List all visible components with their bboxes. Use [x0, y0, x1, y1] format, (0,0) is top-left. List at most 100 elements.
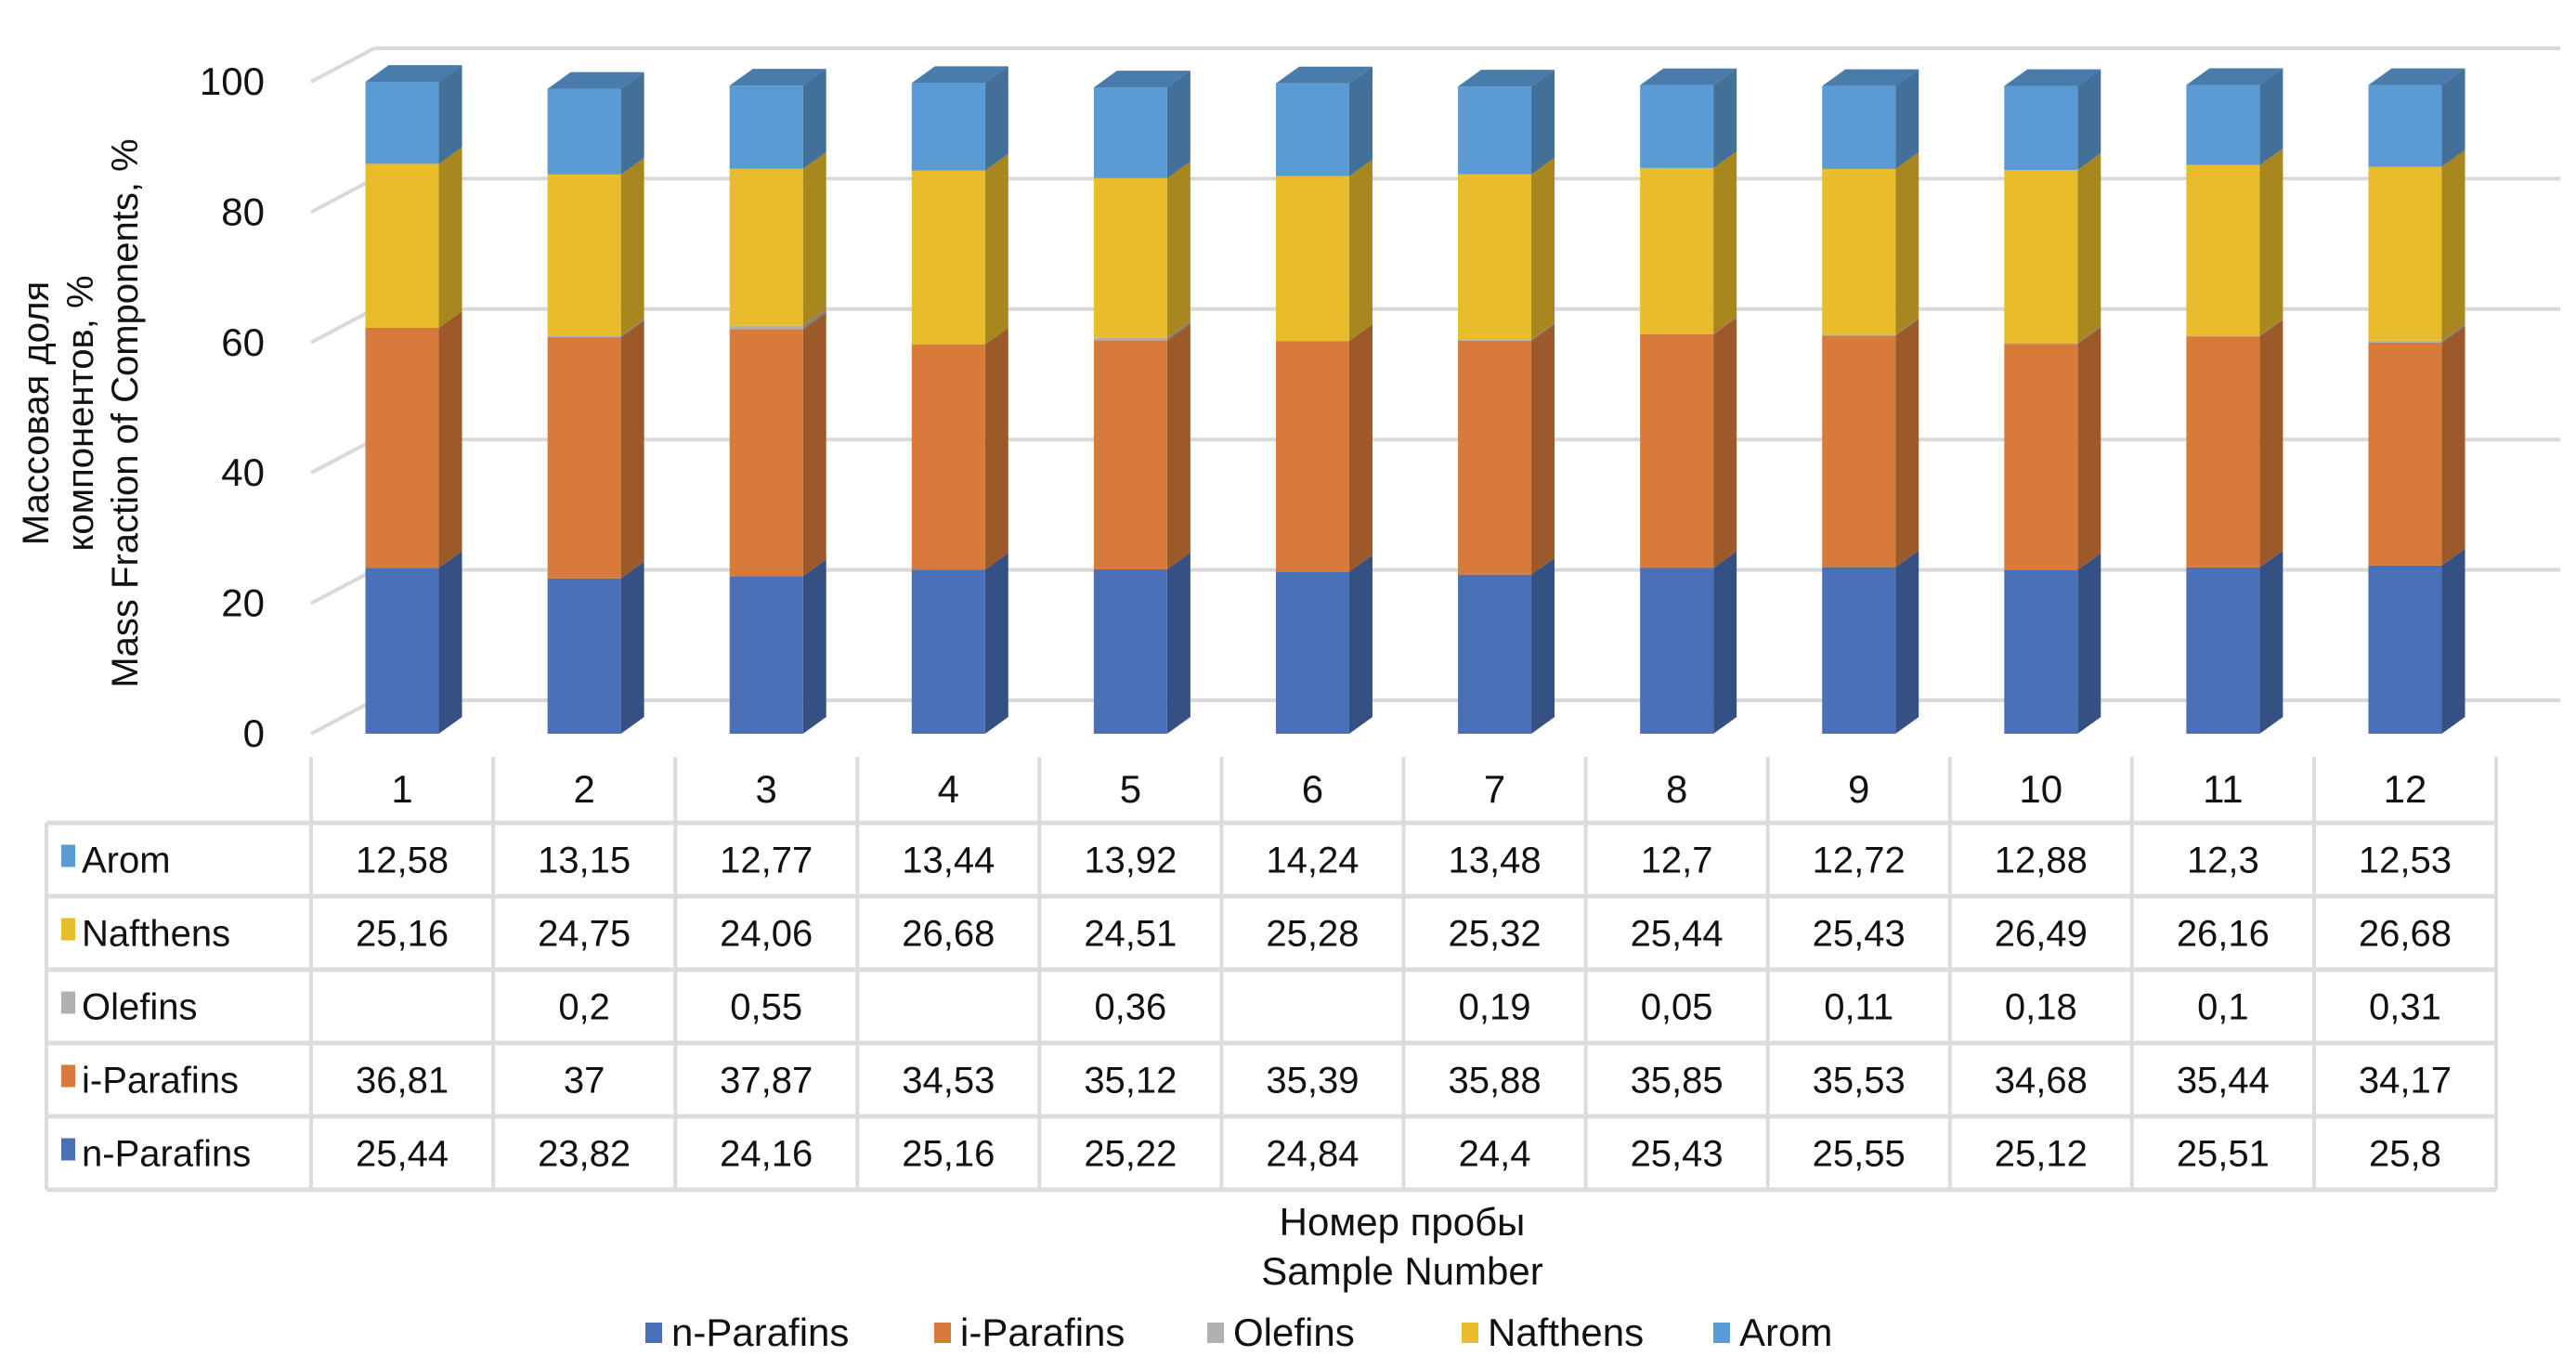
table-cell-value: 0,11: [1824, 987, 1893, 1028]
table-row-label: Arom: [82, 841, 171, 881]
table-cell-value: 0,05: [1641, 987, 1713, 1028]
bar-side-n-parafins: [1713, 551, 1737, 734]
bar-side-i-parafins: [1531, 323, 1555, 575]
bar-segment-i-parafins: [2368, 343, 2442, 566]
bar-segment-olefins: [729, 325, 803, 330]
bar-side-i-parafins: [1713, 317, 1737, 568]
table-cell-value: 0,36: [1094, 987, 1166, 1028]
bar-segment-nafthens: [2004, 169, 2078, 343]
bar-segment-olefins: [2004, 342, 2078, 345]
bar-segment-arom: [729, 85, 803, 169]
bar-side-nafthens: [438, 147, 462, 329]
bar-side-i-parafins: [2441, 326, 2465, 566]
table-cell-value: 24,51: [1084, 914, 1177, 955]
bar-top: [1640, 68, 1737, 85]
bar-side-arom: [1348, 66, 1373, 176]
bar-side-i-parafins: [1895, 319, 1919, 567]
bar-side-n-parafins: [802, 559, 826, 734]
table-cell-value: 12,3: [2187, 841, 2259, 881]
category-label: 4: [938, 767, 959, 811]
table-cell-value: 24,4: [1459, 1134, 1531, 1175]
bar-segment-arom: [365, 82, 439, 164]
table-cell-value: 23,82: [538, 1134, 631, 1175]
legend-label: i-Parafins: [960, 1310, 1125, 1354]
category-label: 10: [2019, 767, 2062, 811]
bar-side-n-parafins: [1895, 550, 1919, 734]
bar-side-n-parafins: [984, 553, 1008, 734]
table-cell-value: 25,8: [2369, 1134, 2441, 1175]
legend-key-swatch: [61, 1138, 75, 1161]
bar-side-olefins: [1531, 322, 1555, 341]
y-tick-label: 100: [200, 59, 265, 103]
bar-top: [911, 66, 1008, 84]
x-axis-title-line: Номер пробы: [1280, 1200, 1526, 1244]
y-axis-title-line: Массовая доля: [16, 281, 57, 545]
bar-segment-nafthens: [2186, 164, 2260, 336]
bar-segment-i-parafins: [2186, 336, 2260, 567]
table-cell-value: 35,88: [1448, 1061, 1541, 1102]
bar-side-olefins: [620, 319, 644, 338]
table-cell-value: 0,55: [730, 987, 802, 1028]
table-cell-value: 25,43: [1813, 914, 1906, 955]
bar-segment-i-parafins: [365, 328, 439, 568]
legend-swatch-arom: [1713, 1323, 1730, 1343]
table-cell-value: 13,48: [1448, 841, 1541, 881]
bar-segment-nafthens: [911, 170, 985, 345]
bar-top: [547, 72, 644, 89]
table-cell-value: 26,68: [2359, 914, 2452, 955]
bar-side-olefins: [1713, 317, 1737, 334]
bar-side-n-parafins: [2441, 548, 2465, 734]
category-label: 8: [1666, 767, 1687, 811]
bar-side-olefins: [2077, 325, 2101, 345]
bar-side-i-parafins: [2077, 327, 2101, 570]
table-row-label: Nafthens: [82, 914, 230, 955]
bar-side-arom: [2441, 68, 2465, 167]
y-axis-ticks: 0 20 40 60 80 100: [200, 59, 265, 755]
table-cell-value: 36,81: [356, 1061, 449, 1102]
table-cell-value: 25,16: [356, 914, 449, 955]
bar-segment-n-parafins: [1640, 567, 1714, 734]
legend: n-Parafins i-Parafins Olefins Nafthens Arom: [645, 1310, 1832, 1354]
bar-side-i-parafins: [2259, 319, 2283, 567]
table-cell-value: 35,44: [2177, 1061, 2270, 1102]
bar-side-nafthens: [1166, 161, 1190, 338]
bar-side-nafthens: [2441, 150, 2465, 341]
table-cell-value: 25,43: [1631, 1134, 1724, 1175]
gridline-diagonal: [310, 567, 375, 606]
y-tick-label: 60: [221, 320, 265, 364]
bar-segment-n-parafins: [2368, 565, 2442, 734]
table-cell-value: 25,44: [1631, 914, 1724, 955]
bar-top: [2368, 68, 2465, 85]
legend-swatch-i-parafins: [934, 1323, 951, 1343]
category-label: 7: [1484, 767, 1505, 811]
y-axis-title-line: компонентов, %: [60, 275, 101, 551]
bar-side-n-parafins: [438, 551, 462, 734]
bar-side-nafthens: [1895, 151, 1919, 335]
bar-side-arom: [2077, 69, 2101, 170]
gridline-diagonal: [310, 698, 375, 736]
bar-segment-i-parafins: [1275, 341, 1349, 572]
table-cell-value: 26,49: [1995, 914, 2088, 955]
table-cell-value: 0,18: [2005, 987, 2077, 1028]
bar-side-arom: [1895, 69, 1919, 169]
bar-side-n-parafins: [2077, 553, 2101, 734]
legend-label: n-Parafins: [671, 1310, 849, 1354]
bar-segment-nafthens: [547, 174, 621, 336]
bar-segment-n-parafins: [1458, 574, 1532, 734]
table-cell-value: 0,2: [558, 987, 610, 1028]
table-cell-value: 26,16: [2177, 914, 2270, 955]
bar-segment-olefins: [2186, 335, 2260, 337]
bar-segment-i-parafins: [729, 329, 803, 577]
bars: [365, 65, 2465, 734]
legend-key-swatch: [61, 844, 75, 867]
bar-side-arom: [984, 66, 1008, 171]
gridline-diagonal: [310, 176, 375, 215]
legend-key-swatch: [61, 1064, 75, 1088]
legend-key-swatch: [61, 918, 75, 941]
bar-top: [2004, 69, 2101, 86]
table-cell-value: 25,32: [1448, 914, 1541, 955]
bar-side-nafthens: [1531, 157, 1555, 340]
bar-segment-arom: [2004, 85, 2078, 170]
category-label: 11: [2203, 767, 2244, 811]
table-cell-value: 35,12: [1084, 1061, 1177, 1102]
